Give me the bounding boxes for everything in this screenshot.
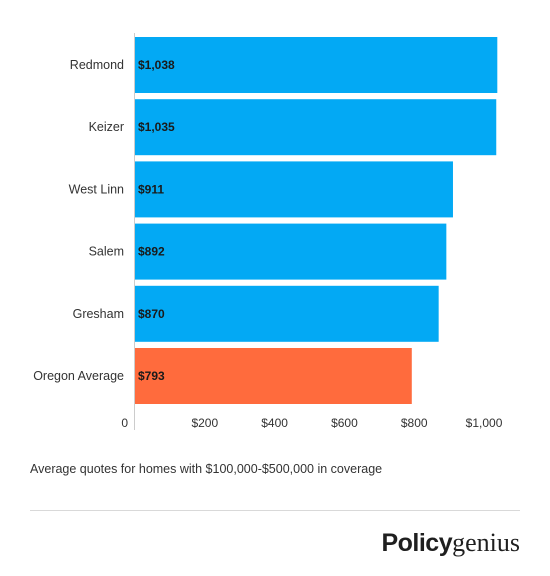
value-label: $870: [138, 307, 165, 321]
value-label: $1,038: [138, 58, 175, 72]
bar: [135, 285, 439, 342]
category-label: Keizer: [89, 120, 124, 134]
value-label: $911: [138, 182, 164, 196]
category-label: Gresham: [73, 307, 124, 321]
category-label: Oregon Average: [33, 369, 124, 383]
bar: [135, 348, 412, 404]
value-label: $793: [138, 369, 165, 383]
divider: [30, 510, 520, 511]
x-tick-label: $800: [401, 416, 428, 430]
x-tick-label: $600: [331, 416, 358, 430]
logo-genius-text: genius: [452, 528, 520, 557]
value-label: $892: [138, 245, 165, 259]
category-label: Redmond: [70, 58, 124, 72]
bar: [135, 37, 498, 93]
category-label: West Linn: [69, 182, 124, 196]
policygenius-logo[interactable]: Policygenius: [381, 528, 520, 558]
x-tick-label: $400: [261, 416, 288, 430]
x-tick-label: 0: [121, 416, 128, 430]
bar: [135, 161, 453, 218]
chart-caption: Average quotes for homes with $100,000-$…: [30, 462, 383, 476]
x-tick-label: $200: [191, 416, 218, 430]
logo-policy-text: Policy: [381, 529, 453, 557]
bar: [135, 99, 497, 156]
value-label: $1,035: [138, 120, 175, 134]
bar: [135, 223, 447, 280]
category-label: Salem: [89, 245, 124, 259]
x-tick-label: $1,000: [466, 416, 503, 430]
bar-chart: Redmond $1,038 Keizer $1,035 West Linn $911 Sa…: [33, 33, 503, 430]
